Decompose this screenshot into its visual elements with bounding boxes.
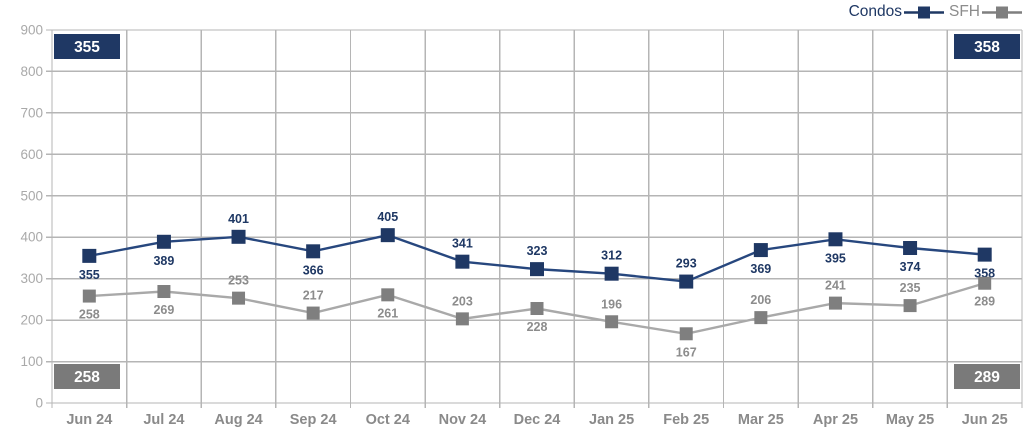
x-axis-label: May 25 [886,412,934,428]
sfh-value-label: 241 [825,279,846,293]
y-axis-label: 200 [20,313,43,328]
condos-marker [82,248,97,263]
y-axis-label: 0 [35,396,43,411]
sfh-marker [455,312,469,326]
chart-legend: Condos SFH [849,3,1022,21]
condos-value-label: 405 [377,210,398,224]
endpoint-badge-bottom-left [54,364,120,389]
condos-value-label: 369 [750,262,771,276]
y-axis-label: 300 [20,271,43,286]
legend-condos-label: Condos [848,3,902,20]
sfh-value-label: 217 [303,289,324,303]
y-axis-label: 800 [20,64,43,79]
x-axis-label: Dec 24 [514,412,561,428]
endpoint-badge-bottom-right [954,364,1020,389]
y-axis-label: 700 [20,105,43,120]
x-axis-label: Nov 24 [439,412,487,428]
legend-sfh-marker-icon [982,6,1022,18]
endpoint-badge-bottom-left-value: 258 [74,369,100,386]
condos-value-label: 366 [303,263,324,277]
condos-marker [604,266,619,281]
sfh-marker [903,299,917,313]
sfh-marker [82,289,96,303]
x-axis-label: Mar 25 [738,412,784,428]
legend-condos-marker-icon [904,6,944,18]
sfh-value-label: 167 [676,345,697,359]
sfh-marker [679,327,693,341]
sfh-value-label: 203 [452,294,473,308]
condos-marker [828,232,843,247]
condos-marker [306,244,321,259]
condos-marker [380,228,395,243]
sfh-value-label: 235 [900,281,921,295]
y-axis-label: 100 [20,354,43,369]
condos-marker [231,229,246,244]
endpoint-badge-top-right-value: 358 [974,39,1000,56]
condos-value-label: 312 [601,249,622,263]
sfh-marker [232,291,246,305]
condos-value-label: 389 [153,254,174,268]
condos-value-label: 401 [228,212,249,226]
sfh-value-label: 228 [527,320,548,334]
sfh-marker [381,288,395,302]
endpoint-badge-top-left [54,34,120,59]
legend-sfh-label: SFH [949,3,980,20]
condos-value-label: 323 [527,244,548,258]
y-axis-label: 600 [20,147,43,162]
condos-marker [156,234,171,249]
condos-marker [530,262,544,277]
sfh-value-label: 289 [974,295,995,309]
sfh-marker [530,302,544,316]
condos-value-label: 293 [676,257,697,271]
condos-marker [977,247,992,262]
sfh-value-label: 206 [750,293,771,307]
legend-item-sfh: SFH [949,3,1022,21]
x-axis-label: Oct 24 [366,412,410,428]
x-axis-label: Jul 24 [143,412,184,428]
x-axis-label: Feb 25 [663,412,709,428]
condos-marker [753,243,768,258]
x-axis-label: Aug 24 [214,412,262,428]
sfh-marker [605,315,619,329]
condos-value-label: 355 [79,268,100,282]
sfh-marker [828,296,842,310]
sfh-value-label: 258 [79,308,100,322]
sfh-value-label: 253 [228,274,249,288]
y-axis-label: 500 [20,188,43,203]
condos-value-label: 395 [825,251,846,265]
condos-marker [455,254,470,269]
condos-value-label: 341 [452,237,473,251]
sfh-value-label: 261 [377,306,398,320]
endpoint-badge-bottom-right-value: 289 [974,369,1000,386]
y-axis-label: 900 [20,23,43,38]
y-axis-label: 400 [20,230,43,245]
condos-marker [679,274,694,289]
x-axis-label: Apr 25 [813,412,858,428]
sfh-marker [306,306,320,320]
endpoint-badge-top-right [954,34,1020,59]
legend-item-condos: Condos [849,3,944,21]
sfh-marker [978,276,992,290]
x-axis-label: Jan 25 [589,412,634,428]
condos-value-label: 374 [900,260,921,274]
sfh-marker [157,285,171,299]
sfh-value-label: 269 [153,303,174,317]
x-axis-label: Jun 25 [962,412,1008,428]
endpoint-badge-top-left-value: 355 [74,39,100,56]
x-axis-label: Sep 24 [290,412,337,428]
sfh-marker [754,311,768,325]
x-axis-label: Jun 24 [66,412,112,428]
condos-marker [903,240,918,255]
sfh-value-label: 196 [601,297,622,311]
